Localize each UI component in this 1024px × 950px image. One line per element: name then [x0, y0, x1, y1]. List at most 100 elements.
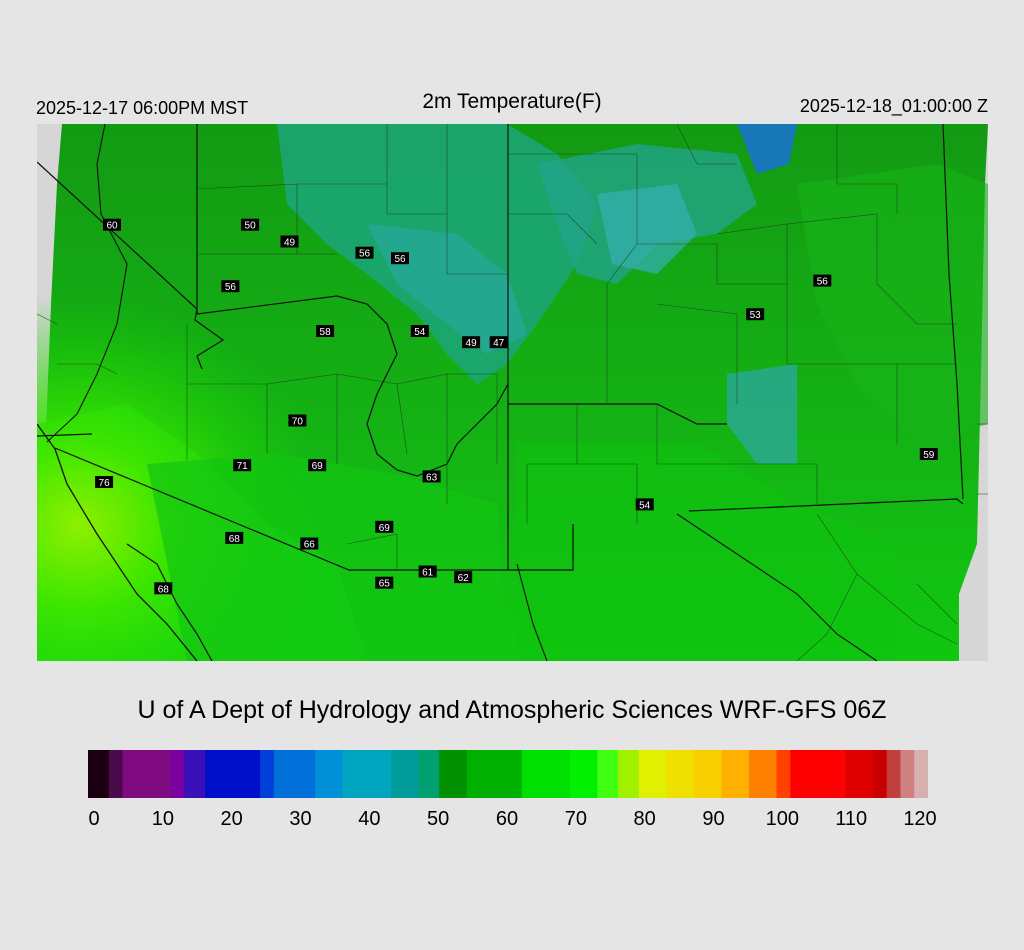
- station-temperature-label: 56: [359, 249, 371, 260]
- gulf-coastline: [126, 543, 213, 661]
- station-labels: 60 50 49 56 56 56 58 54 49 47 56 53 70 71 69 63 54 59 76 68…: [95, 218, 938, 595]
- station-label-box: [225, 531, 244, 544]
- station-temperature-label: 69: [379, 523, 391, 534]
- color-scale-tick-label: 90: [702, 808, 725, 830]
- color-scale-tick-label: 60: [495, 808, 519, 830]
- color-scale-segment: [748, 750, 778, 798]
- color-scale-segment: [900, 750, 915, 798]
- color-scale-segment: [521, 750, 571, 798]
- station-label-box: [241, 218, 260, 231]
- valid-time-utc: 2025-12-18_01:00:00 Z: [799, 96, 988, 116]
- color-scale-tick-label: 20: [220, 808, 243, 830]
- color-scale-segment: [418, 750, 440, 798]
- color-scale-segment: [273, 750, 316, 798]
- station-temperature-label: 49: [284, 238, 296, 249]
- color-scale-segment: [845, 750, 874, 798]
- map-canvas: 60 50 49 56 56 56 58 54 49 47 56 53 70 71 69 63 54 59 76 68…: [37, 124, 988, 661]
- plains-region: [797, 164, 988, 444]
- southern-lowland-region: [517, 444, 897, 661]
- station-label-box: [410, 325, 429, 337]
- color-scale-segment: [205, 750, 261, 798]
- station-label-box: [454, 571, 473, 584]
- river-south: [516, 563, 548, 661]
- lowland-region: [147, 454, 507, 661]
- station-label-box: [635, 498, 654, 511]
- station-label-box: [308, 459, 327, 472]
- color-scale-tick-label: 120: [903, 808, 937, 830]
- color-scale-segment: [790, 750, 846, 798]
- color-scale-segment: [666, 750, 695, 798]
- plot-title: 2m Temperature(F): [422, 90, 602, 113]
- station-temperature-label: 58: [320, 327, 332, 338]
- station-temperature-label: 53: [750, 310, 762, 321]
- color-scale-segment: [776, 750, 791, 798]
- color-scale-segment: [693, 750, 722, 798]
- color-scale-segment: [108, 750, 123, 798]
- cold-spot-region: [737, 124, 797, 174]
- station-label-box: [355, 246, 374, 259]
- color-scale-segment: [439, 750, 468, 798]
- station-label-box: [375, 520, 394, 533]
- station-temperature-label: 59: [923, 450, 935, 461]
- color-scale-segment: [390, 750, 419, 798]
- station-temperature-label: 54: [414, 327, 426, 338]
- valid-time-local: 2025-12-17 06:00PM MST: [36, 98, 249, 118]
- station-label-box: [462, 336, 481, 349]
- station-label-box: [746, 308, 765, 321]
- color-scale-segment: [569, 750, 599, 798]
- color-scale-segment: [342, 750, 392, 798]
- color-scale-tick-label: 50: [427, 808, 450, 830]
- station-label-box: [375, 576, 394, 589]
- color-scale-tick-label: 70: [564, 808, 587, 830]
- station-temperature-label: 49: [466, 338, 478, 349]
- station-temperature-label: 56: [817, 277, 829, 288]
- station-temperature-label: 68: [158, 584, 170, 595]
- station-temperature-label: 63: [426, 472, 438, 483]
- coastline: [37, 423, 198, 661]
- station-temperature-label: 50: [245, 221, 257, 232]
- cool-mountain-region: [727, 364, 797, 464]
- station-label-box: [288, 414, 307, 427]
- color-scale-segment: [184, 750, 206, 798]
- color-scale-segment: [88, 750, 110, 798]
- station-label-box: [95, 476, 114, 488]
- station-temperature-label: 54: [639, 500, 651, 511]
- station-label-box: [103, 218, 121, 231]
- station-label-box: [418, 565, 437, 578]
- station-temperature-label: 61: [422, 568, 434, 579]
- station-temperature-label: 65: [379, 579, 391, 590]
- station-temperature-label: 68: [229, 534, 241, 545]
- station-temperature-label: 76: [99, 478, 111, 489]
- station-label-box: [919, 448, 938, 460]
- station-temperature-label: 69: [312, 461, 324, 472]
- station-temperature-label: 56: [225, 282, 237, 293]
- credit-line: U of A Dept of Hydrology and Atmospheric…: [137, 696, 887, 724]
- color-scale-tick-label: 100: [765, 808, 800, 830]
- color-scale-bar: [88, 750, 928, 798]
- station-label-box: [422, 470, 441, 483]
- color-scale-segment: [914, 750, 928, 798]
- station-label-box: [300, 537, 319, 550]
- station-temperature-label: 62: [458, 573, 470, 584]
- station-label-box: [813, 274, 832, 287]
- color-scale-tick-label: 10: [151, 808, 174, 830]
- color-scale-tick-label: 0: [88, 808, 100, 830]
- station-temperature-label: 47: [493, 338, 505, 349]
- station-temperature-label: 66: [304, 540, 316, 551]
- river-southeast: [676, 513, 878, 661]
- station-label-box: [233, 459, 252, 472]
- color-scale-segment: [872, 750, 888, 798]
- color-scale-tick-label: 40: [358, 808, 381, 830]
- station-label-box: [154, 582, 173, 595]
- color-scale-segment: [315, 750, 344, 798]
- station-label-box: [316, 325, 335, 337]
- cool-basin-region: [597, 184, 697, 274]
- station-label-box: [489, 336, 508, 349]
- county-boundaries: [37, 124, 988, 661]
- color-scale-segment: [618, 750, 640, 798]
- station-label-box: [221, 280, 240, 293]
- color-scale-segment: [638, 750, 667, 798]
- color-scale-segment: [122, 750, 172, 798]
- river-west: [46, 124, 128, 443]
- color-scale-tick-label: 110: [835, 808, 868, 830]
